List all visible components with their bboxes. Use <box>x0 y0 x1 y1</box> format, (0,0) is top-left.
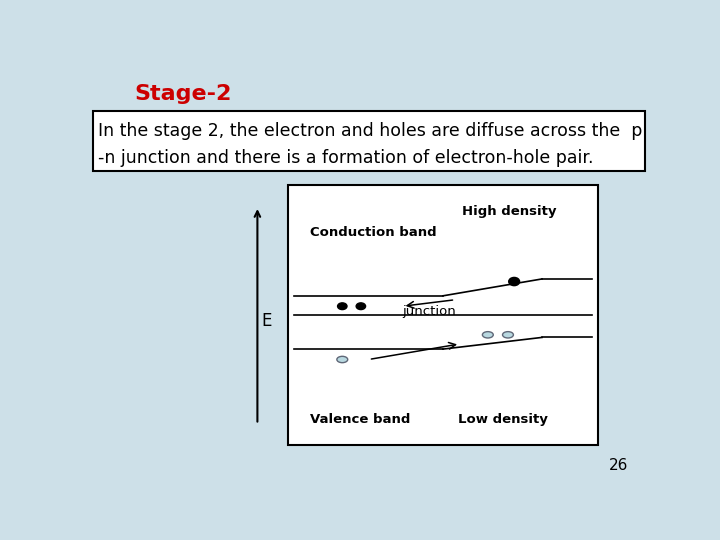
Text: Conduction band: Conduction band <box>310 226 436 239</box>
Text: Low density: Low density <box>459 413 549 426</box>
Text: E: E <box>261 312 272 329</box>
Text: In the stage 2, the electron and holes are diffuse across the  p: In the stage 2, the electron and holes a… <box>99 123 643 140</box>
Text: 26: 26 <box>609 458 629 473</box>
Ellipse shape <box>503 332 513 338</box>
Ellipse shape <box>338 303 347 309</box>
Bar <box>288 185 598 446</box>
Ellipse shape <box>356 303 366 309</box>
Text: -n junction and there is a formation of electron-hole pair.: -n junction and there is a formation of … <box>99 150 594 167</box>
Ellipse shape <box>337 356 348 363</box>
Ellipse shape <box>509 278 520 286</box>
Text: High density: High density <box>462 205 556 218</box>
Text: Stage-2: Stage-2 <box>135 84 232 104</box>
Text: Valence band: Valence band <box>310 413 410 426</box>
Ellipse shape <box>482 332 493 338</box>
Bar <box>93 111 645 171</box>
Text: junction: junction <box>402 305 456 318</box>
